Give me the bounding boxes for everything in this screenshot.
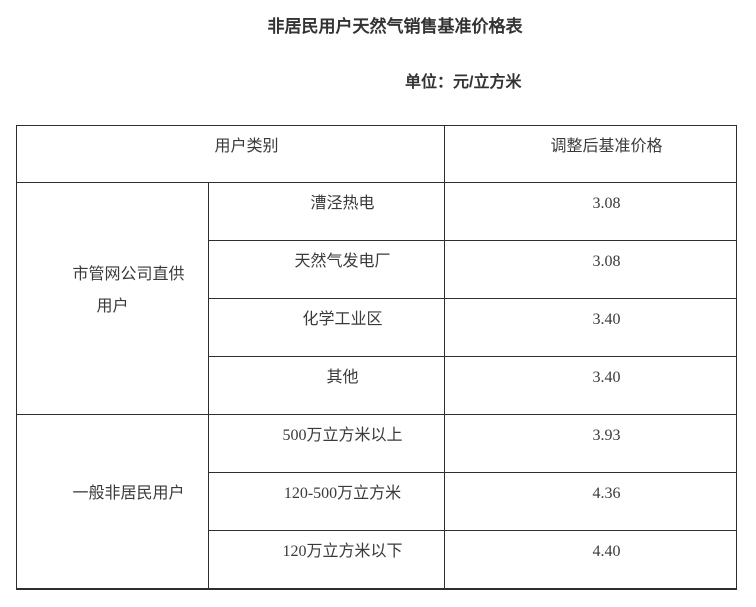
subcategory-cell: 120-500万立方米: [207, 472, 446, 531]
price-cell: 3.93: [444, 414, 738, 473]
table-row: 市管网公司直供 用户 漕泾热电 3.08: [16, 182, 738, 415]
subcategory-label: 其他: [326, 369, 359, 386]
subcategory-label: 天然气发电厂: [294, 253, 391, 270]
table-header-row: 用户类别 调整后基准价格: [15, 125, 738, 183]
price-cell: 3.08: [444, 240, 738, 299]
subcategory-cell: 120万立方米以下: [207, 530, 446, 589]
table-row: 化学工业区 3.40: [17, 298, 738, 357]
document-page: 非居民用户天然气销售基准价格表 单位：元/立方米 用户类别 调整后基准价格 市管…: [0, 10, 756, 590]
page-title: 非居民用户天然气销售基准价格表: [267, 17, 523, 36]
header-adjusted-price-label: 调整后基准价格: [550, 137, 663, 155]
subcategory-label: 漕泾热电: [310, 195, 375, 212]
price-value: 3.08: [592, 253, 621, 270]
category-label: 市管网公司直供 用户: [72, 266, 185, 315]
table-row: 一般非居民用户 500万立方米以上 3.93: [16, 414, 738, 589]
table-row: 天然气发电厂 3.08: [17, 240, 738, 299]
subcategory-cell: 漕泾热电: [207, 182, 446, 241]
price-cell: 3.40: [444, 298, 738, 357]
subcategory-cell: 化学工业区: [207, 298, 446, 357]
price-cell: 3.40: [444, 356, 738, 415]
table-row: 120-500万立方米 4.36: [17, 472, 738, 531]
price-cell: 3.08: [444, 182, 738, 241]
table-row: 120万立方米以下 4.40: [17, 530, 738, 589]
table-row: 其他 3.40: [17, 356, 738, 415]
category-label: 一般非居民用户: [72, 484, 185, 502]
price-value: 3.40: [592, 369, 621, 386]
price-value: 3.93: [592, 427, 621, 444]
subcategory-label: 120万立方米以下: [282, 542, 403, 560]
price-value: 4.36: [592, 485, 621, 502]
subcategory-label: 500万立方米以上: [282, 427, 403, 444]
price-value: 3.40: [592, 311, 621, 328]
category-cell-direct-supply: 市管网公司直供 用户: [16, 182, 209, 415]
price-cell: 4.40: [444, 530, 738, 589]
subcategory-label: 120-500万立方米: [283, 485, 402, 502]
category-cell-general-nonresident: 一般非居民用户: [16, 414, 209, 589]
price-value: 3.08: [592, 195, 621, 212]
subcategory-cell: 其他: [207, 356, 446, 415]
subcategory-cell: 500万立方米以上: [207, 414, 446, 473]
price-value: 4.40: [592, 542, 621, 560]
header-cell-user-category: 用户类别: [15, 125, 446, 183]
subcategory-label: 化学工业区: [302, 311, 383, 328]
price-cell: 4.36: [444, 472, 738, 531]
header-cell-adjusted-price: 调整后基准价格: [444, 125, 738, 183]
price-table: 用户类别 调整后基准价格 市管网公司直供 用户 漕泾热电 3.08: [15, 125, 738, 590]
subcategory-cell: 天然气发电厂: [207, 240, 446, 299]
header-user-category-label: 用户类别: [214, 137, 279, 155]
unit-label: 单位：元/立方米: [405, 74, 522, 91]
